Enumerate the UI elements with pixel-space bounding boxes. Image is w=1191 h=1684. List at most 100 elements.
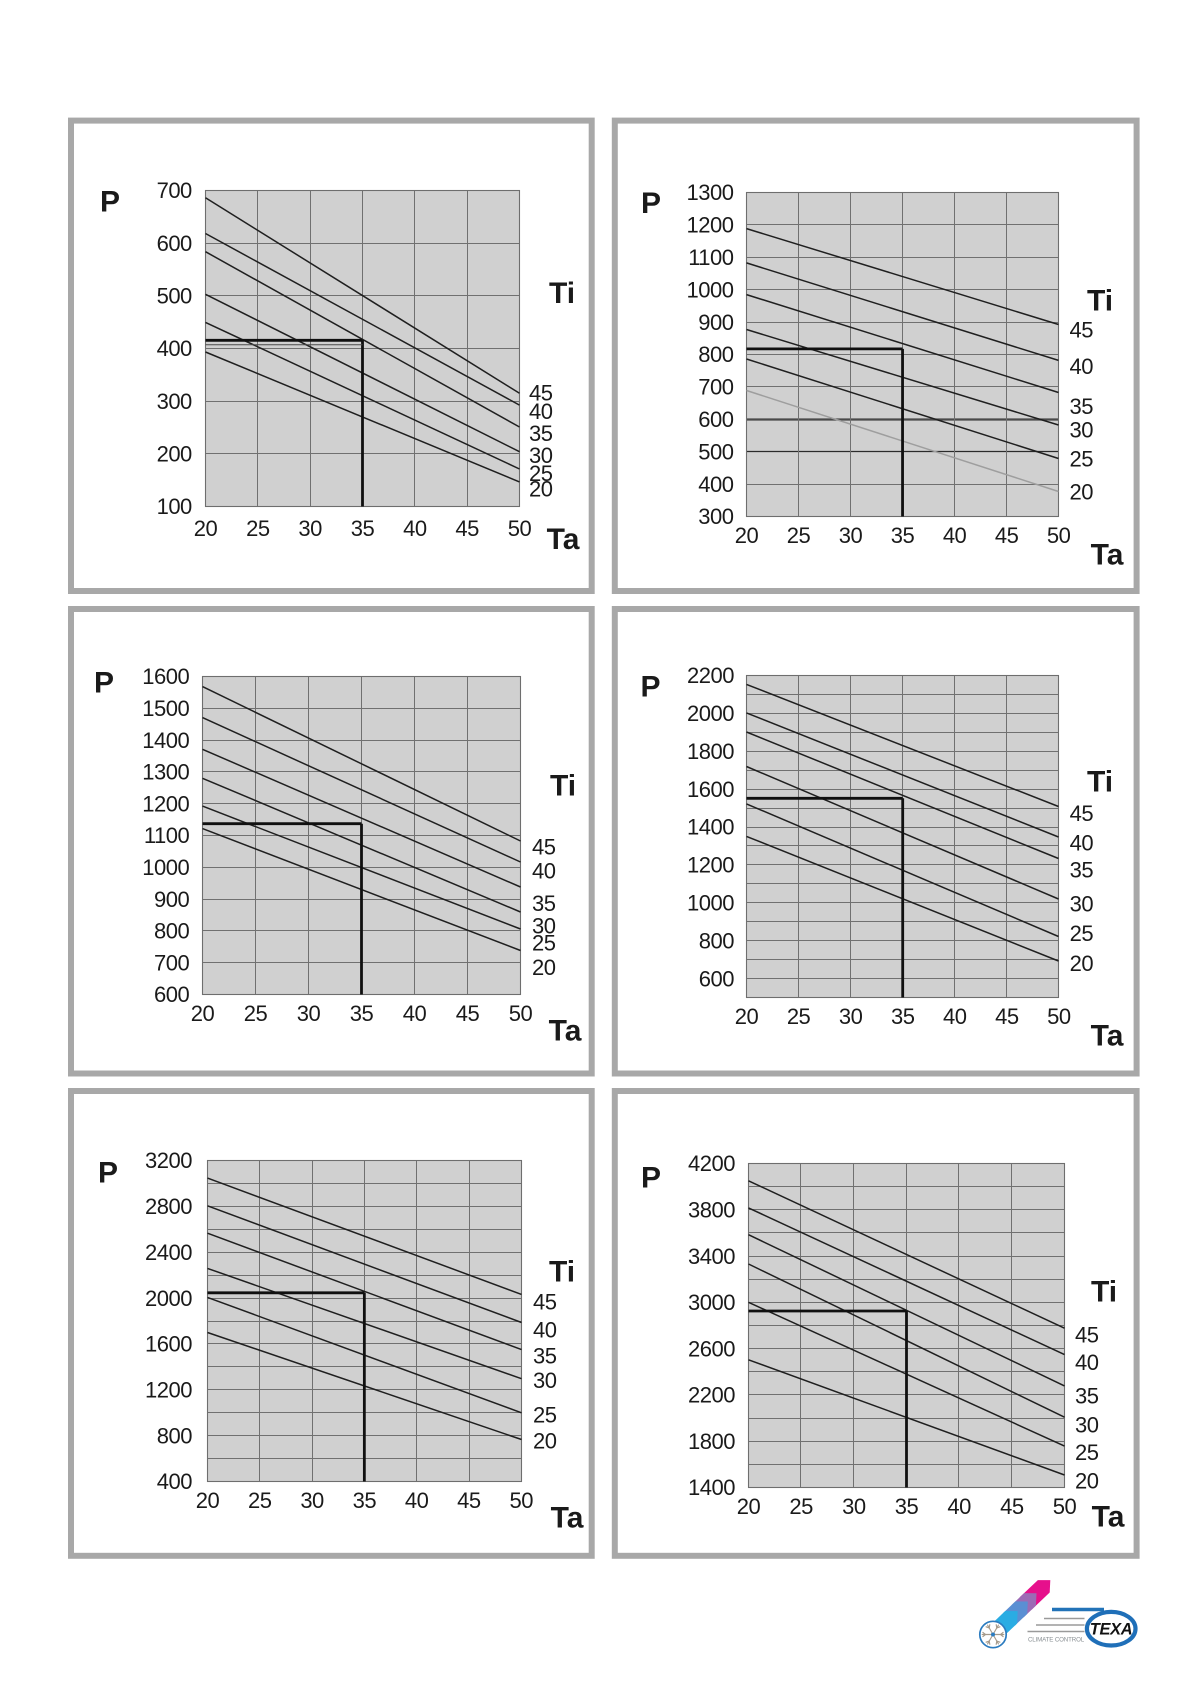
svg-text:P: P (641, 1162, 661, 1195)
svg-text:45: 45 (995, 523, 1019, 548)
svg-text:500: 500 (157, 284, 192, 309)
svg-text:45: 45 (1075, 1323, 1099, 1348)
svg-text:P: P (94, 667, 114, 700)
svg-text:1600: 1600 (687, 777, 734, 802)
svg-text:800: 800 (157, 1423, 192, 1448)
svg-text:20: 20 (1069, 479, 1093, 504)
svg-text:25: 25 (529, 461, 553, 486)
svg-text:25: 25 (248, 1488, 272, 1513)
svg-text:45: 45 (457, 1488, 481, 1513)
svg-text:900: 900 (154, 887, 189, 912)
svg-text:50: 50 (509, 1488, 533, 1513)
svg-text:300: 300 (157, 389, 192, 414)
svg-text:25: 25 (532, 930, 556, 955)
svg-text:40: 40 (532, 859, 556, 884)
svg-text:3400: 3400 (688, 1244, 735, 1269)
svg-text:100: 100 (157, 494, 192, 519)
svg-text:30: 30 (297, 1001, 321, 1026)
svg-text:1300: 1300 (142, 760, 189, 785)
svg-text:1200: 1200 (145, 1377, 192, 1402)
svg-text:Ti: Ti (1087, 766, 1113, 799)
svg-text:25: 25 (1070, 921, 1094, 946)
svg-text:50: 50 (1053, 1494, 1077, 1519)
svg-text:Ti: Ti (1087, 285, 1113, 318)
svg-text:700: 700 (154, 950, 189, 975)
svg-text:45: 45 (995, 1004, 1019, 1029)
svg-text:400: 400 (157, 336, 192, 361)
svg-text:30: 30 (529, 443, 553, 468)
svg-text:P: P (98, 1157, 118, 1190)
svg-text:40: 40 (947, 1494, 971, 1519)
svg-text:35: 35 (350, 1001, 374, 1026)
svg-text:300: 300 (698, 504, 733, 529)
svg-text:30: 30 (533, 1368, 557, 1393)
svg-text:35: 35 (891, 523, 915, 548)
svg-text:35: 35 (532, 891, 556, 916)
svg-text:TEXA: TEXA (1090, 1621, 1133, 1639)
svg-text:1600: 1600 (145, 1332, 192, 1357)
svg-text:1100: 1100 (688, 245, 734, 270)
svg-text:20: 20 (1075, 1468, 1099, 1493)
svg-text:Ti: Ti (549, 277, 575, 310)
svg-text:Ta: Ta (1091, 539, 1124, 572)
svg-text:1800: 1800 (688, 1429, 735, 1454)
svg-text:50: 50 (1047, 523, 1071, 548)
svg-text:800: 800 (698, 342, 733, 367)
svg-text:35: 35 (1075, 1384, 1099, 1409)
svg-text:2600: 2600 (688, 1336, 735, 1361)
svg-text:35: 35 (351, 516, 375, 541)
svg-text:30: 30 (1075, 1413, 1099, 1438)
svg-text:Ti: Ti (549, 1256, 575, 1289)
svg-text:1000: 1000 (142, 855, 189, 880)
svg-text:20: 20 (194, 516, 218, 541)
svg-text:700: 700 (698, 375, 733, 400)
svg-text:4200: 4200 (688, 1151, 735, 1176)
svg-text:P: P (640, 671, 660, 704)
svg-text:600: 600 (157, 231, 192, 256)
svg-text:40: 40 (529, 399, 553, 424)
svg-text:2000: 2000 (687, 701, 734, 726)
svg-text:3200: 3200 (145, 1148, 192, 1173)
svg-text:20: 20 (735, 1004, 759, 1029)
svg-text:1200: 1200 (687, 213, 734, 238)
svg-text:30: 30 (298, 516, 322, 541)
svg-text:25: 25 (244, 1001, 268, 1026)
svg-text:2200: 2200 (688, 1383, 735, 1408)
svg-text:Ta: Ta (1092, 1501, 1125, 1534)
svg-text:40: 40 (403, 516, 427, 541)
svg-text:30: 30 (842, 1494, 866, 1519)
svg-text:600: 600 (698, 407, 733, 432)
svg-text:45: 45 (456, 1001, 480, 1026)
svg-text:30: 30 (1069, 418, 1093, 443)
svg-text:400: 400 (698, 472, 733, 497)
svg-text:30: 30 (839, 523, 863, 548)
svg-text:25: 25 (246, 516, 270, 541)
svg-text:1800: 1800 (687, 739, 734, 764)
svg-text:P: P (641, 187, 661, 220)
svg-text:40: 40 (943, 1004, 967, 1029)
svg-text:40: 40 (405, 1488, 429, 1513)
svg-text:900: 900 (698, 310, 733, 335)
svg-text:25: 25 (533, 1403, 557, 1428)
svg-text:20: 20 (533, 1429, 557, 1454)
svg-text:40: 40 (1069, 354, 1093, 379)
svg-text:40: 40 (1075, 1350, 1099, 1375)
svg-text:35: 35 (895, 1494, 919, 1519)
svg-text:45: 45 (455, 516, 479, 541)
svg-text:45: 45 (1069, 318, 1093, 343)
svg-text:45: 45 (533, 1289, 557, 1314)
svg-text:CLIMATE CONTROL: CLIMATE CONTROL (1028, 1637, 1085, 1644)
svg-text:40: 40 (533, 1317, 557, 1342)
svg-text:Ti: Ti (1091, 1276, 1117, 1309)
svg-text:35: 35 (891, 1004, 915, 1029)
svg-text:50: 50 (508, 516, 532, 541)
svg-text:600: 600 (154, 982, 189, 1007)
svg-text:35: 35 (529, 421, 553, 446)
svg-text:700: 700 (157, 178, 192, 203)
svg-text:2400: 2400 (145, 1240, 192, 1265)
svg-text:35: 35 (533, 1343, 557, 1368)
svg-text:2800: 2800 (145, 1194, 192, 1219)
svg-text:500: 500 (698, 439, 733, 464)
svg-text:1400: 1400 (142, 728, 189, 753)
svg-text:45: 45 (1070, 801, 1094, 826)
